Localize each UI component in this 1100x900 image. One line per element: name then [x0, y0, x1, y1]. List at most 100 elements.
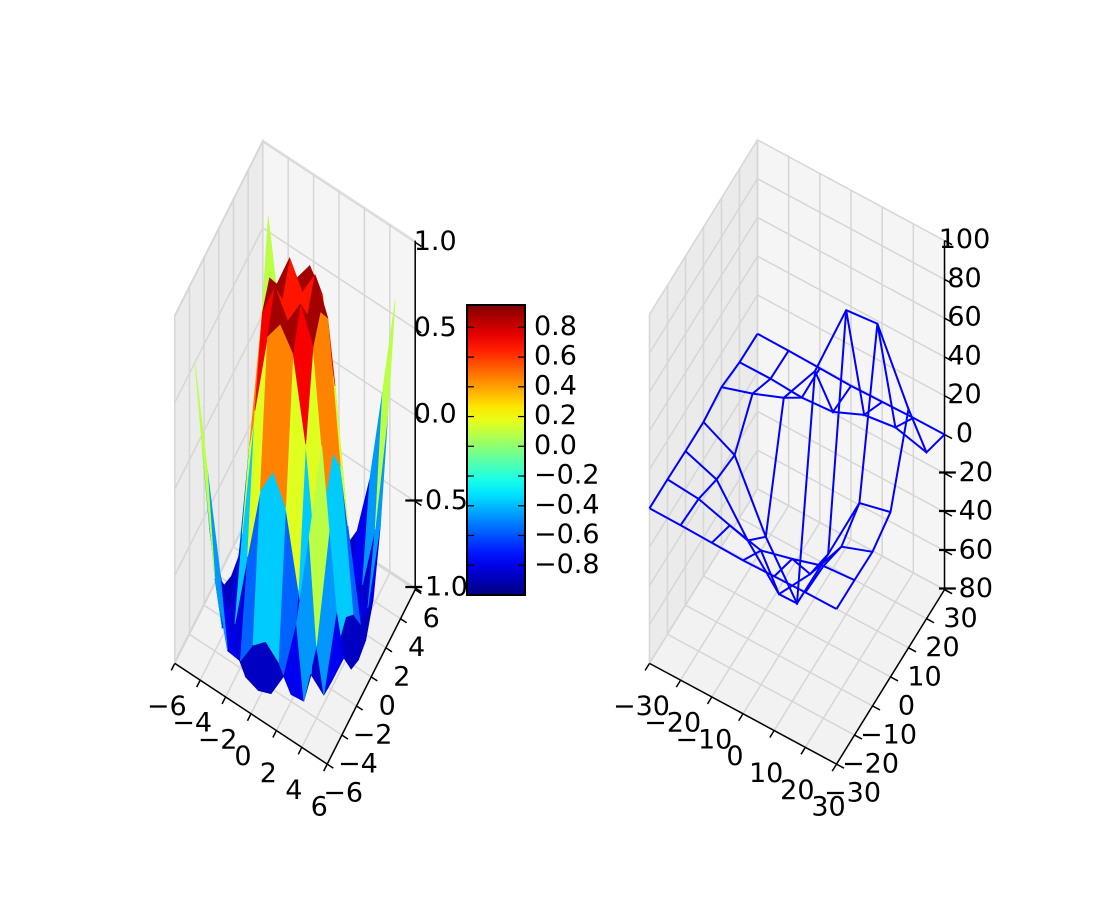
z-tick-label: 60 [947, 302, 981, 333]
x-tick-label: −4 [172, 708, 212, 739]
y-tick [370, 676, 378, 682]
z-tick [944, 433, 953, 440]
x-tick [831, 763, 838, 772]
colorbar-tick-label: 0.0 [534, 430, 577, 461]
y-tick-label: 2 [393, 661, 410, 692]
grid-line [685, 604, 873, 707]
y-tick [926, 618, 935, 624]
y-tick [400, 618, 408, 624]
y-tick [341, 734, 349, 740]
z-tick [944, 278, 953, 285]
grid-line [262, 140, 416, 243]
x-tick-label: −10 [675, 724, 732, 755]
grid-line [703, 575, 891, 678]
wire-column [804, 323, 914, 593]
grid-line [174, 400, 264, 576]
grid-line [757, 216, 945, 319]
grid-line [757, 410, 945, 513]
grid-line [648, 294, 759, 470]
y-tick-label: 4 [408, 632, 425, 663]
grid-line [648, 488, 759, 664]
wire-column [742, 370, 852, 605]
y-tick [385, 647, 393, 653]
y-axis-line [326, 589, 416, 765]
y-tick [356, 705, 364, 711]
y-tick-label: 0 [379, 690, 396, 721]
colorbar-tick-label: 0.2 [534, 400, 577, 431]
x-tick [170, 663, 176, 671]
grid-line [648, 217, 759, 393]
x-tick-label: 0 [726, 741, 743, 772]
x-tick [323, 763, 328, 772]
grid-line [648, 255, 759, 432]
z-tick [414, 587, 422, 593]
surface-patch [279, 303, 301, 355]
x-tick [221, 696, 227, 705]
wire-column [835, 405, 946, 610]
surface-patch [308, 445, 330, 646]
z-tick-label: 40 [947, 340, 981, 371]
grid-line [757, 255, 945, 358]
grid-line [174, 314, 264, 490]
x-tick-label: −30 [613, 691, 670, 722]
x-tick [769, 730, 775, 738]
z-tick [944, 588, 953, 595]
grid-line [174, 227, 264, 403]
x-tick [738, 713, 744, 722]
x-tick [706, 696, 713, 705]
colorbar-tick-label: −0.4 [534, 489, 600, 520]
z-tick [944, 511, 953, 517]
y-tick [854, 734, 863, 740]
y-tick-label: −30 [824, 778, 881, 809]
y-tick-label: −10 [860, 719, 917, 750]
colorbar-tick-label: 0.4 [534, 370, 577, 401]
grid-line [757, 139, 945, 242]
axes-3d: −30−20−100102030−30−20−100102030−80−60−4… [613, 138, 993, 823]
z-tick-label: 1.0 [414, 226, 457, 257]
x-tick [675, 679, 682, 688]
x-tick [196, 679, 201, 688]
x-tick [297, 746, 303, 755]
z-tick [944, 472, 953, 478]
z-tick [944, 239, 953, 246]
y-tick [326, 763, 334, 769]
z-tick-label: 0.0 [414, 399, 457, 430]
z-tick [944, 317, 953, 323]
y-tick-label: 0 [898, 690, 915, 721]
z-tick [414, 241, 422, 248]
x-axis-line [649, 662, 837, 765]
z-tick-label: −0.5 [402, 485, 468, 516]
colorbar-tick-label: −0.6 [534, 519, 600, 550]
z-tick-label: −1.0 [402, 571, 468, 602]
wire-column [679, 350, 790, 526]
y-tick-label: 10 [907, 661, 941, 692]
y-tick-label: −2 [353, 719, 393, 750]
x-tick-label: 2 [260, 758, 277, 789]
y-tick [890, 676, 899, 682]
z-tick [414, 414, 422, 420]
y-tick-label: 6 [423, 603, 440, 634]
grid-line [174, 141, 264, 317]
y-tick-label: −6 [323, 778, 363, 809]
x-tick [800, 746, 806, 755]
grid-line [648, 178, 759, 354]
x-tick-label: 10 [749, 758, 783, 789]
y-tick [414, 588, 422, 595]
axes-3d: −6−4−20246−6−4−20246−1.0−0.50.00.51.0−0.… [147, 138, 600, 823]
x-tick-label: 4 [285, 775, 302, 806]
x-tick-label: −2 [198, 724, 238, 755]
wire-column [711, 367, 821, 544]
x-tick [246, 713, 252, 722]
z-tick [944, 356, 953, 362]
z-tick-label: −60 [936, 534, 993, 565]
z-tick-label: 0.5 [414, 312, 457, 343]
z-tick [414, 328, 422, 334]
grid-line [757, 449, 945, 552]
colorbar-tick-label: 0.8 [534, 311, 577, 342]
z-tick-label: 100 [939, 224, 991, 255]
wire-column [648, 333, 759, 509]
grid-line [757, 294, 945, 397]
z-tick-label: 80 [947, 263, 981, 294]
y-tick [872, 705, 881, 711]
